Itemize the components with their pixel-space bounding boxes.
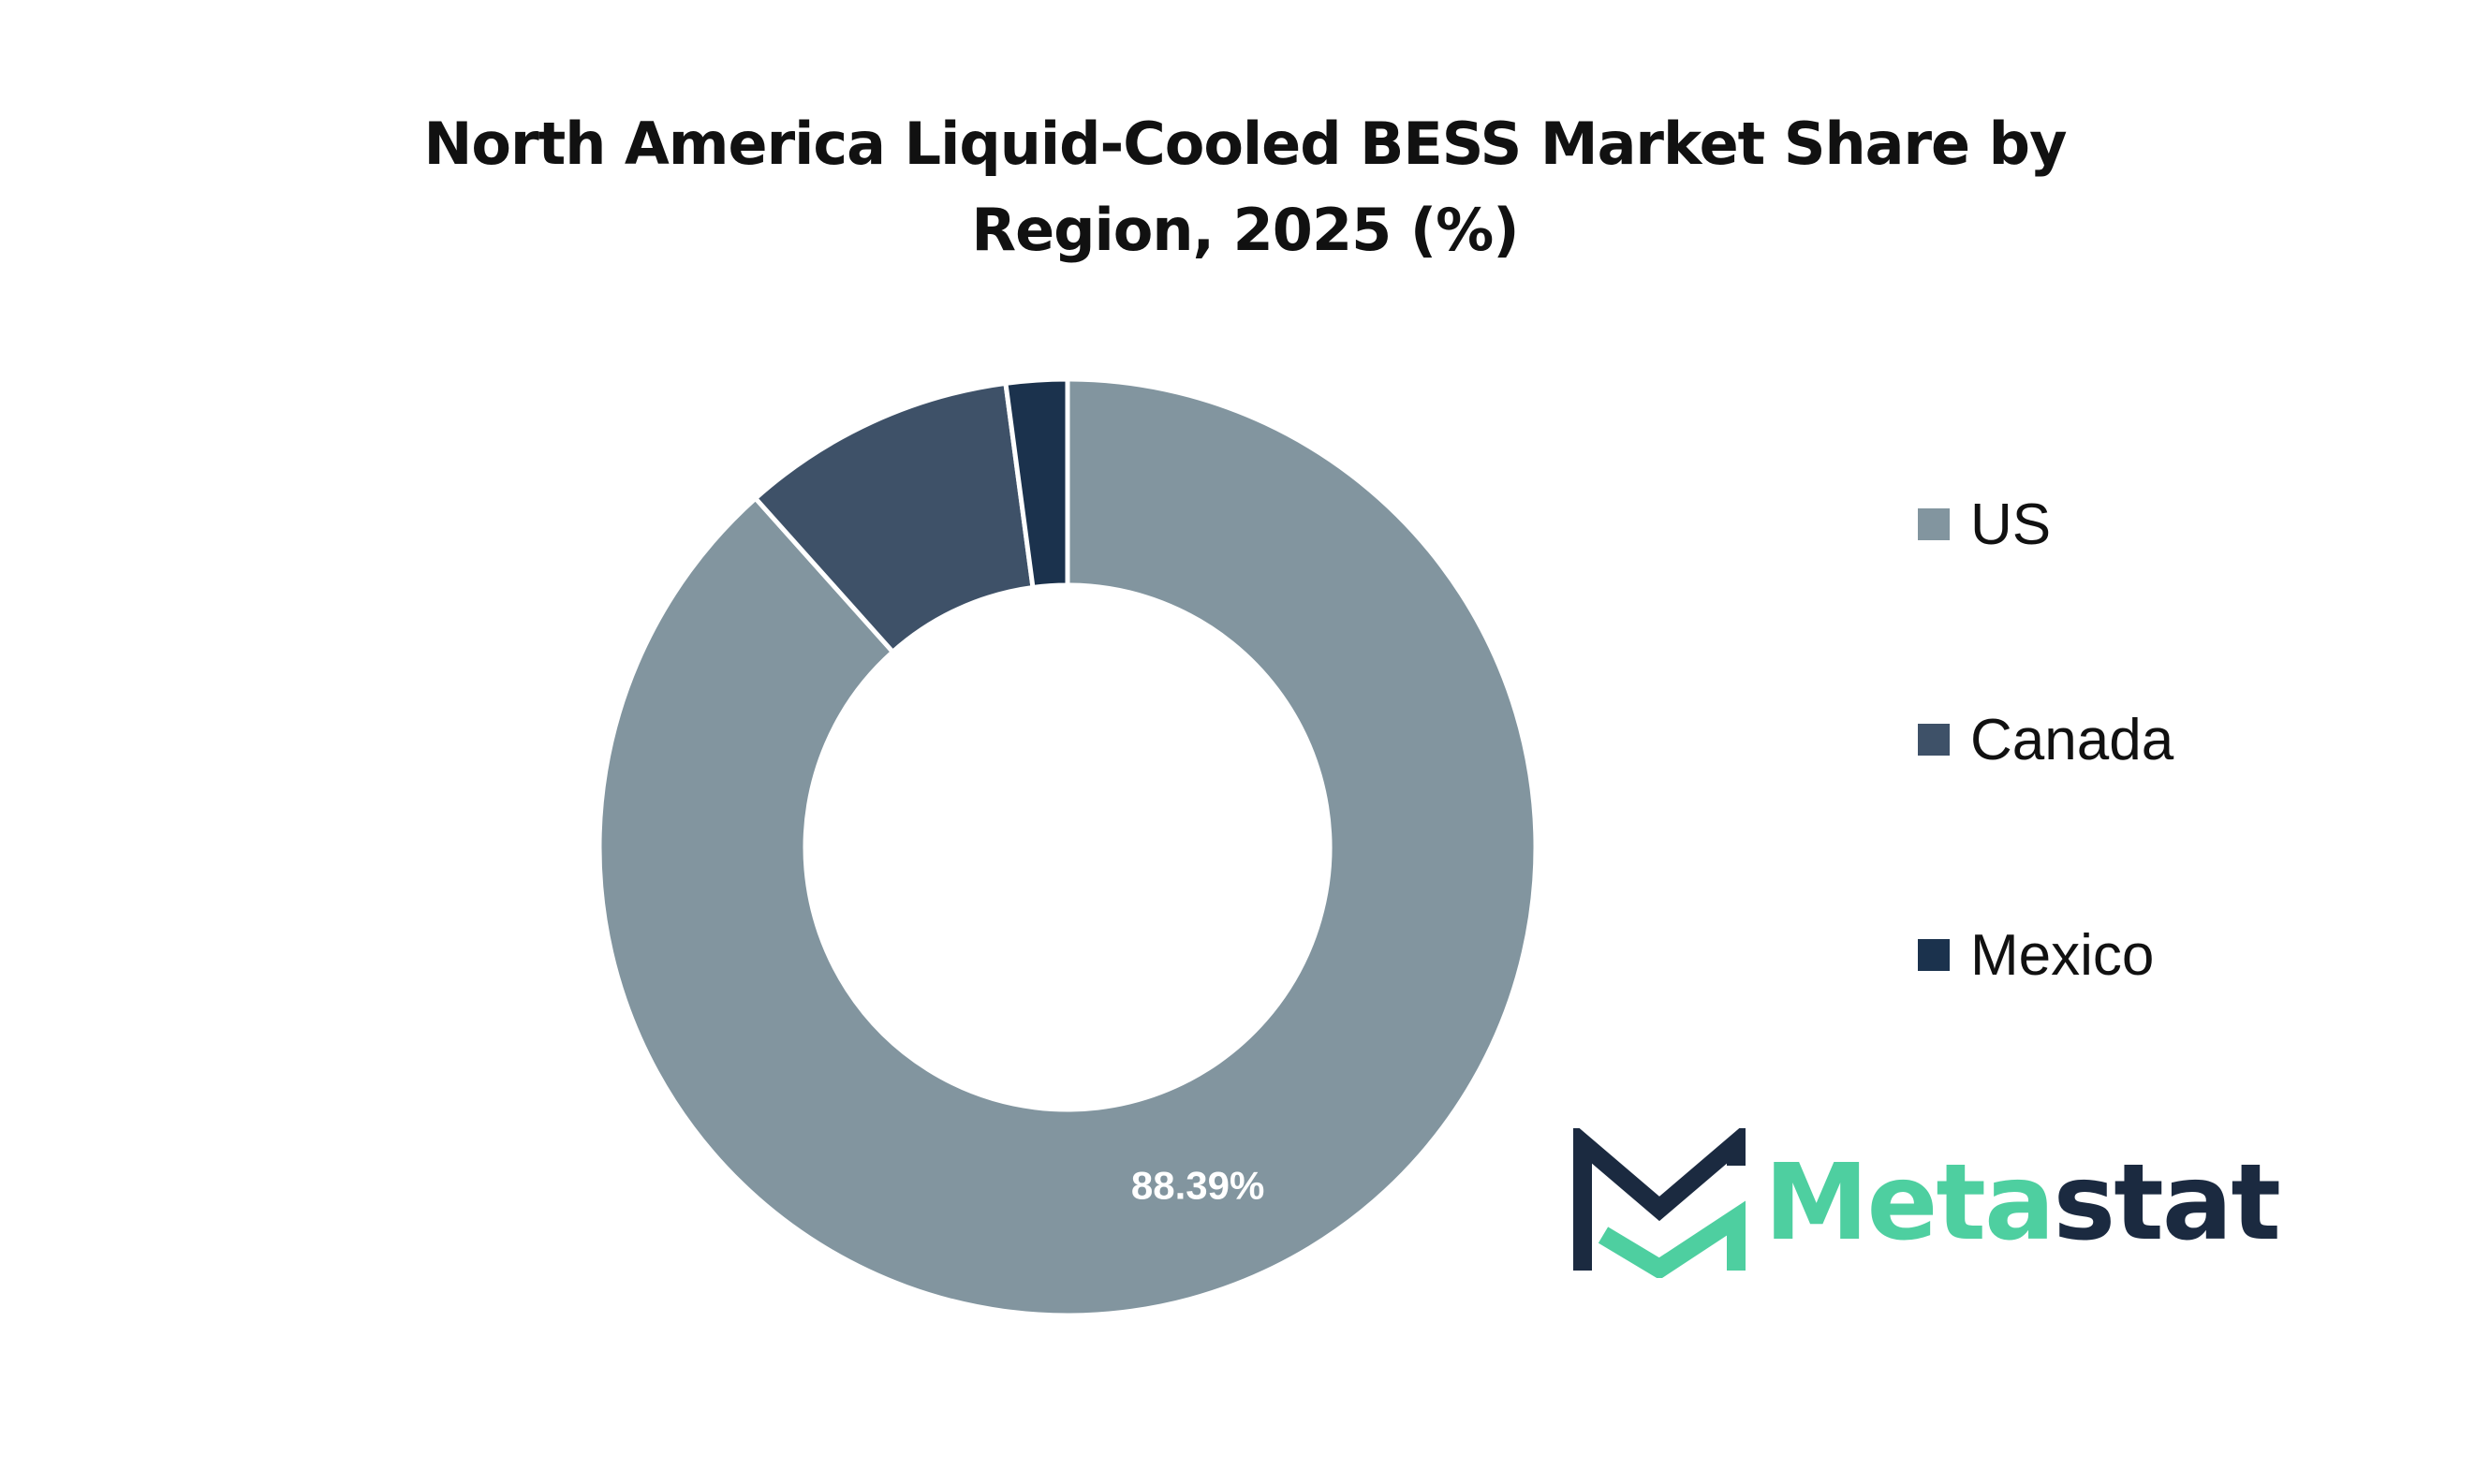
legend-item-mexico: Mexico [1918, 918, 2154, 992]
slice-mexico [1003, 376, 1070, 590]
slice-us [597, 376, 1539, 1318]
donut-data-labels: 88.39% [1131, 1163, 1264, 1207]
legend-label-mexico: Mexico [1970, 922, 2155, 988]
legend-item-canada: Canada [1918, 702, 2173, 777]
legend-swatch-us [1918, 508, 1950, 540]
metastat-logo-wordmark: Metastat [1764, 1147, 2281, 1259]
data-label-us: 88.39% [1131, 1163, 1264, 1207]
donut-slices [597, 376, 1539, 1318]
logo-text-meta: Meta [1764, 1142, 2055, 1264]
chart-title: North America Liquid-Cooled BESS Market … [0, 101, 2490, 273]
legend-label-canada: Canada [1970, 707, 2174, 772]
metastat-logo-mark-icon [1573, 1123, 1746, 1280]
legend-item-us: US [1918, 487, 2051, 562]
chart-title-line-1: North America Liquid-Cooled BESS Market … [423, 110, 2068, 178]
logo-text-stat: stat [2053, 1142, 2281, 1264]
legend-label-us: US [1970, 492, 2052, 557]
legend-swatch-mexico [1918, 939, 1950, 971]
slice-canada [753, 380, 1036, 654]
legend-swatch-canada [1918, 724, 1950, 756]
chart-title-line-2: Region, 2025 (%) [971, 196, 1519, 264]
metastat-logo: Metastat [1566, 1123, 2281, 1280]
